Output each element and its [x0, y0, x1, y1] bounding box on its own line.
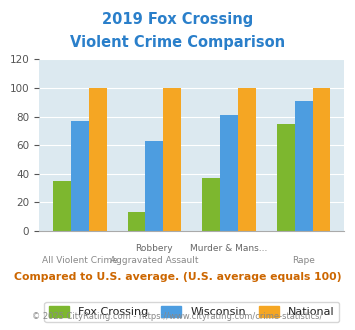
- Bar: [295, 101, 312, 231]
- Bar: [146, 141, 163, 231]
- Bar: [277, 124, 295, 231]
- Text: 2019 Fox Crossing: 2019 Fox Crossing: [102, 12, 253, 26]
- Text: All Violent Crime: All Violent Crime: [42, 256, 118, 265]
- Text: Compared to U.S. average. (U.S. average equals 100): Compared to U.S. average. (U.S. average …: [14, 272, 341, 282]
- Bar: [312, 88, 331, 231]
- Bar: [127, 213, 146, 231]
- Text: © 2025 CityRating.com - https://www.cityrating.com/crime-statistics/: © 2025 CityRating.com - https://www.city…: [32, 312, 323, 321]
- Legend: Fox Crossing, Wisconsin, National: Fox Crossing, Wisconsin, National: [44, 302, 339, 322]
- Text: Aggravated Assault: Aggravated Assault: [110, 256, 199, 265]
- Bar: [202, 178, 220, 231]
- Bar: [89, 88, 106, 231]
- Bar: [238, 88, 256, 231]
- Bar: [53, 181, 71, 231]
- Bar: [163, 88, 181, 231]
- Text: Robbery: Robbery: [136, 244, 173, 253]
- Bar: [71, 121, 89, 231]
- Text: Violent Crime Comparison: Violent Crime Comparison: [70, 35, 285, 50]
- Bar: [220, 115, 238, 231]
- Text: Murder & Mans...: Murder & Mans...: [190, 244, 268, 253]
- Text: Rape: Rape: [292, 256, 315, 265]
